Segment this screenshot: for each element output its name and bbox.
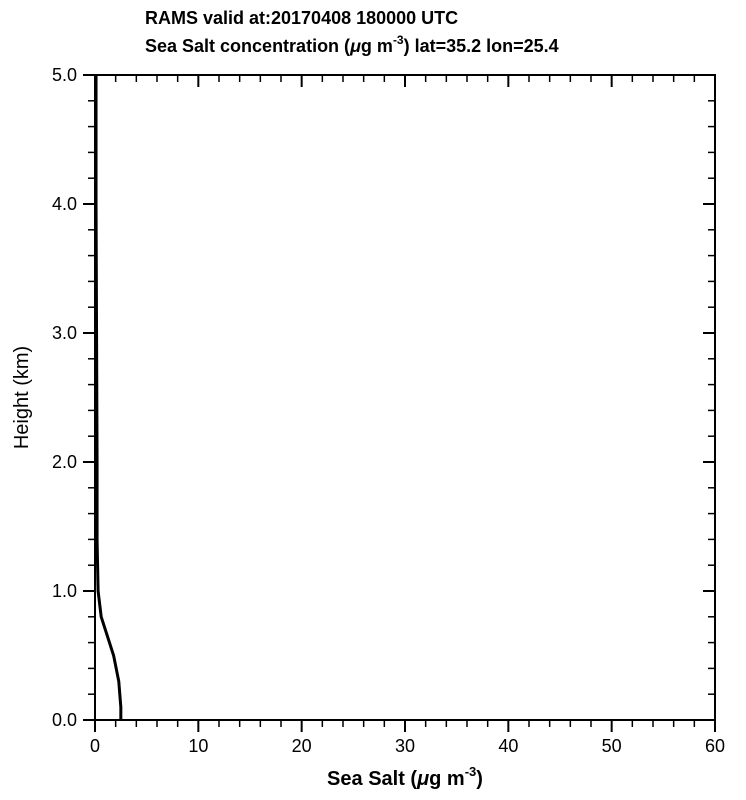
- y-tick-label: 2.0: [52, 452, 77, 472]
- x-tick-label: 0: [90, 736, 100, 756]
- x-tick-label: 30: [395, 736, 415, 756]
- x-tick-label: 20: [292, 736, 312, 756]
- y-tick-label: 4.0: [52, 194, 77, 214]
- x-axis-label: Sea Salt (μg m-3): [327, 764, 483, 790]
- y-axis-label: Height (km): [11, 346, 33, 449]
- y-tick-label: 1.0: [52, 581, 77, 601]
- chart-svg: 0 10 20 30 40 50 60 0.0 1.0 2.0 3.0 4.0 5.0 RAMS vali…: [0, 0, 746, 800]
- y-tick-label: 0.0: [52, 710, 77, 730]
- x-tick-label: 40: [498, 736, 518, 756]
- y-tick-label: 5.0: [52, 65, 77, 85]
- x-tick-label: 10: [188, 736, 208, 756]
- chart-container: 0 10 20 30 40 50 60 0.0 1.0 2.0 3.0 4.0 5.0 RAMS vali…: [0, 0, 746, 800]
- y-tick-label: 3.0: [52, 323, 77, 343]
- x-tick-label: 60: [705, 736, 725, 756]
- chart-title-1: RAMS valid at:20170408 180000 UTC: [145, 8, 458, 28]
- chart-title-2: Sea Salt concentration (μg m-3) lat=35.2…: [145, 33, 559, 56]
- x-tick-label: 50: [602, 736, 622, 756]
- plot-border: [95, 75, 715, 720]
